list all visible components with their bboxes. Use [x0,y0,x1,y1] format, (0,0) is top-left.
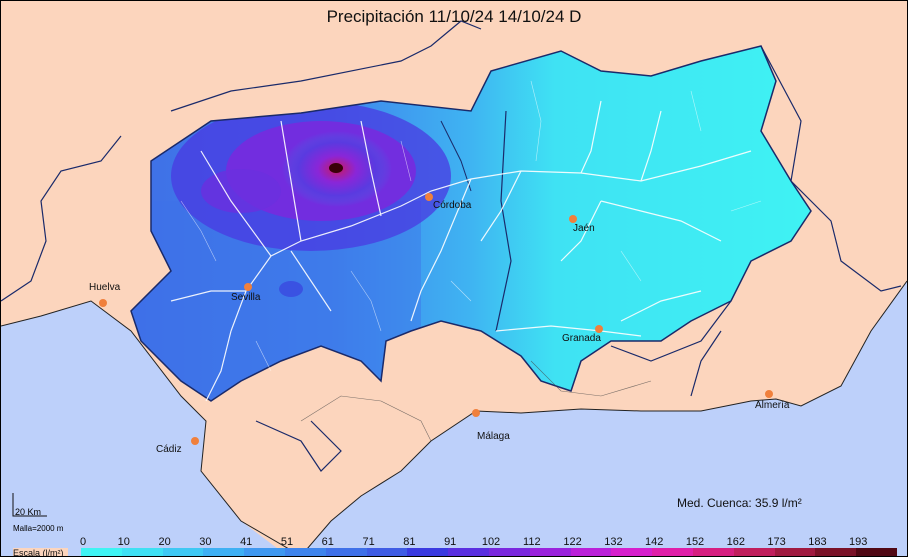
city-dot-granada [595,325,603,333]
legend-color-segment [366,548,408,556]
legend-tick: 173 [767,536,786,548]
legend-color-bar [81,548,897,556]
legend-color-segment [774,548,816,556]
legend-tick: 102 [481,536,501,548]
legend-tick: 20 [158,536,171,548]
legend-tick: 61 [321,536,334,548]
city-label-jaen: Jaén [573,223,595,234]
legend-tick: 41 [240,536,253,548]
legend-tick: 51 [280,536,294,548]
legend-tick: 183 [808,536,827,548]
legend-color-segment [652,548,693,556]
city-dot-sevilla [244,283,252,291]
legend-color-segment [570,548,612,556]
legend-tick: 71 [362,536,375,548]
legend-tick: 152 [685,536,705,548]
legend-color-segment [407,548,449,556]
legend-color-segment [81,548,122,556]
scale-bar-label: 20 Km [15,507,42,517]
city-label-huelva: Huelva [89,282,121,293]
legend-tick: 122 [563,536,582,548]
city-label-almeria: Almería [755,400,790,411]
legend-color-segment [488,548,530,556]
city-dot-cadiz [191,437,199,445]
legend-color-segment [121,548,163,556]
legend-tick: 162 [726,536,745,548]
legend-tick: 91 [444,536,457,548]
legend-tick: 81 [403,536,416,548]
map-title: Precipitación 11/10/24 14/10/24 D [326,7,582,26]
city-label-malaga: Málaga [477,431,510,442]
legend-tick: 10 [117,536,130,548]
legend-tick: 112 [523,536,541,548]
sea-west [1,301,301,556]
city-dot-jaen [569,215,577,223]
basin-average: Med. Cuenca: 35.9 l/m² [677,496,802,510]
city-label-sevilla: Sevilla [231,292,261,303]
legend-color-segment [529,548,571,556]
legend-tick: 30 [199,536,212,548]
legend-ticks: 0 10 20 30 41 51 61 71 81 91 102 112 122 132 142 152 162… [1,536,907,548]
legend-color-segment [325,548,367,556]
legend-tick: 193 [849,536,868,548]
city-dot-malaga [472,409,480,417]
legend-tick: 142 [645,536,664,548]
legend-color-segment [203,548,245,556]
city-dot-almeria [765,390,773,398]
legend-tick: 132 [604,536,623,548]
sea-south [301,281,907,556]
city-dots [99,193,773,445]
city-dot-cordoba [425,193,433,201]
legend-color-segment [856,548,897,556]
legend-color-segment [611,548,653,556]
legend-color-segment [733,548,775,556]
legend-tick: 0 [79,536,87,548]
legend-color-segment [692,548,734,556]
legend-color-segment [244,548,285,556]
legend-color-segment [162,548,204,556]
mesh-size-label: Malla=2000 m [13,524,64,533]
city-label-cordoba: Córdoba [433,200,472,211]
city-label-granada: Granada [562,333,601,344]
city-dot-huelva [99,299,107,307]
legend-color-segment [815,548,857,556]
legend-color-segment [448,548,489,556]
city-label-cadiz: Cádiz [156,444,182,455]
legend-title: Escala (l/m²) [13,548,68,556]
legend-color-segment [284,548,326,556]
